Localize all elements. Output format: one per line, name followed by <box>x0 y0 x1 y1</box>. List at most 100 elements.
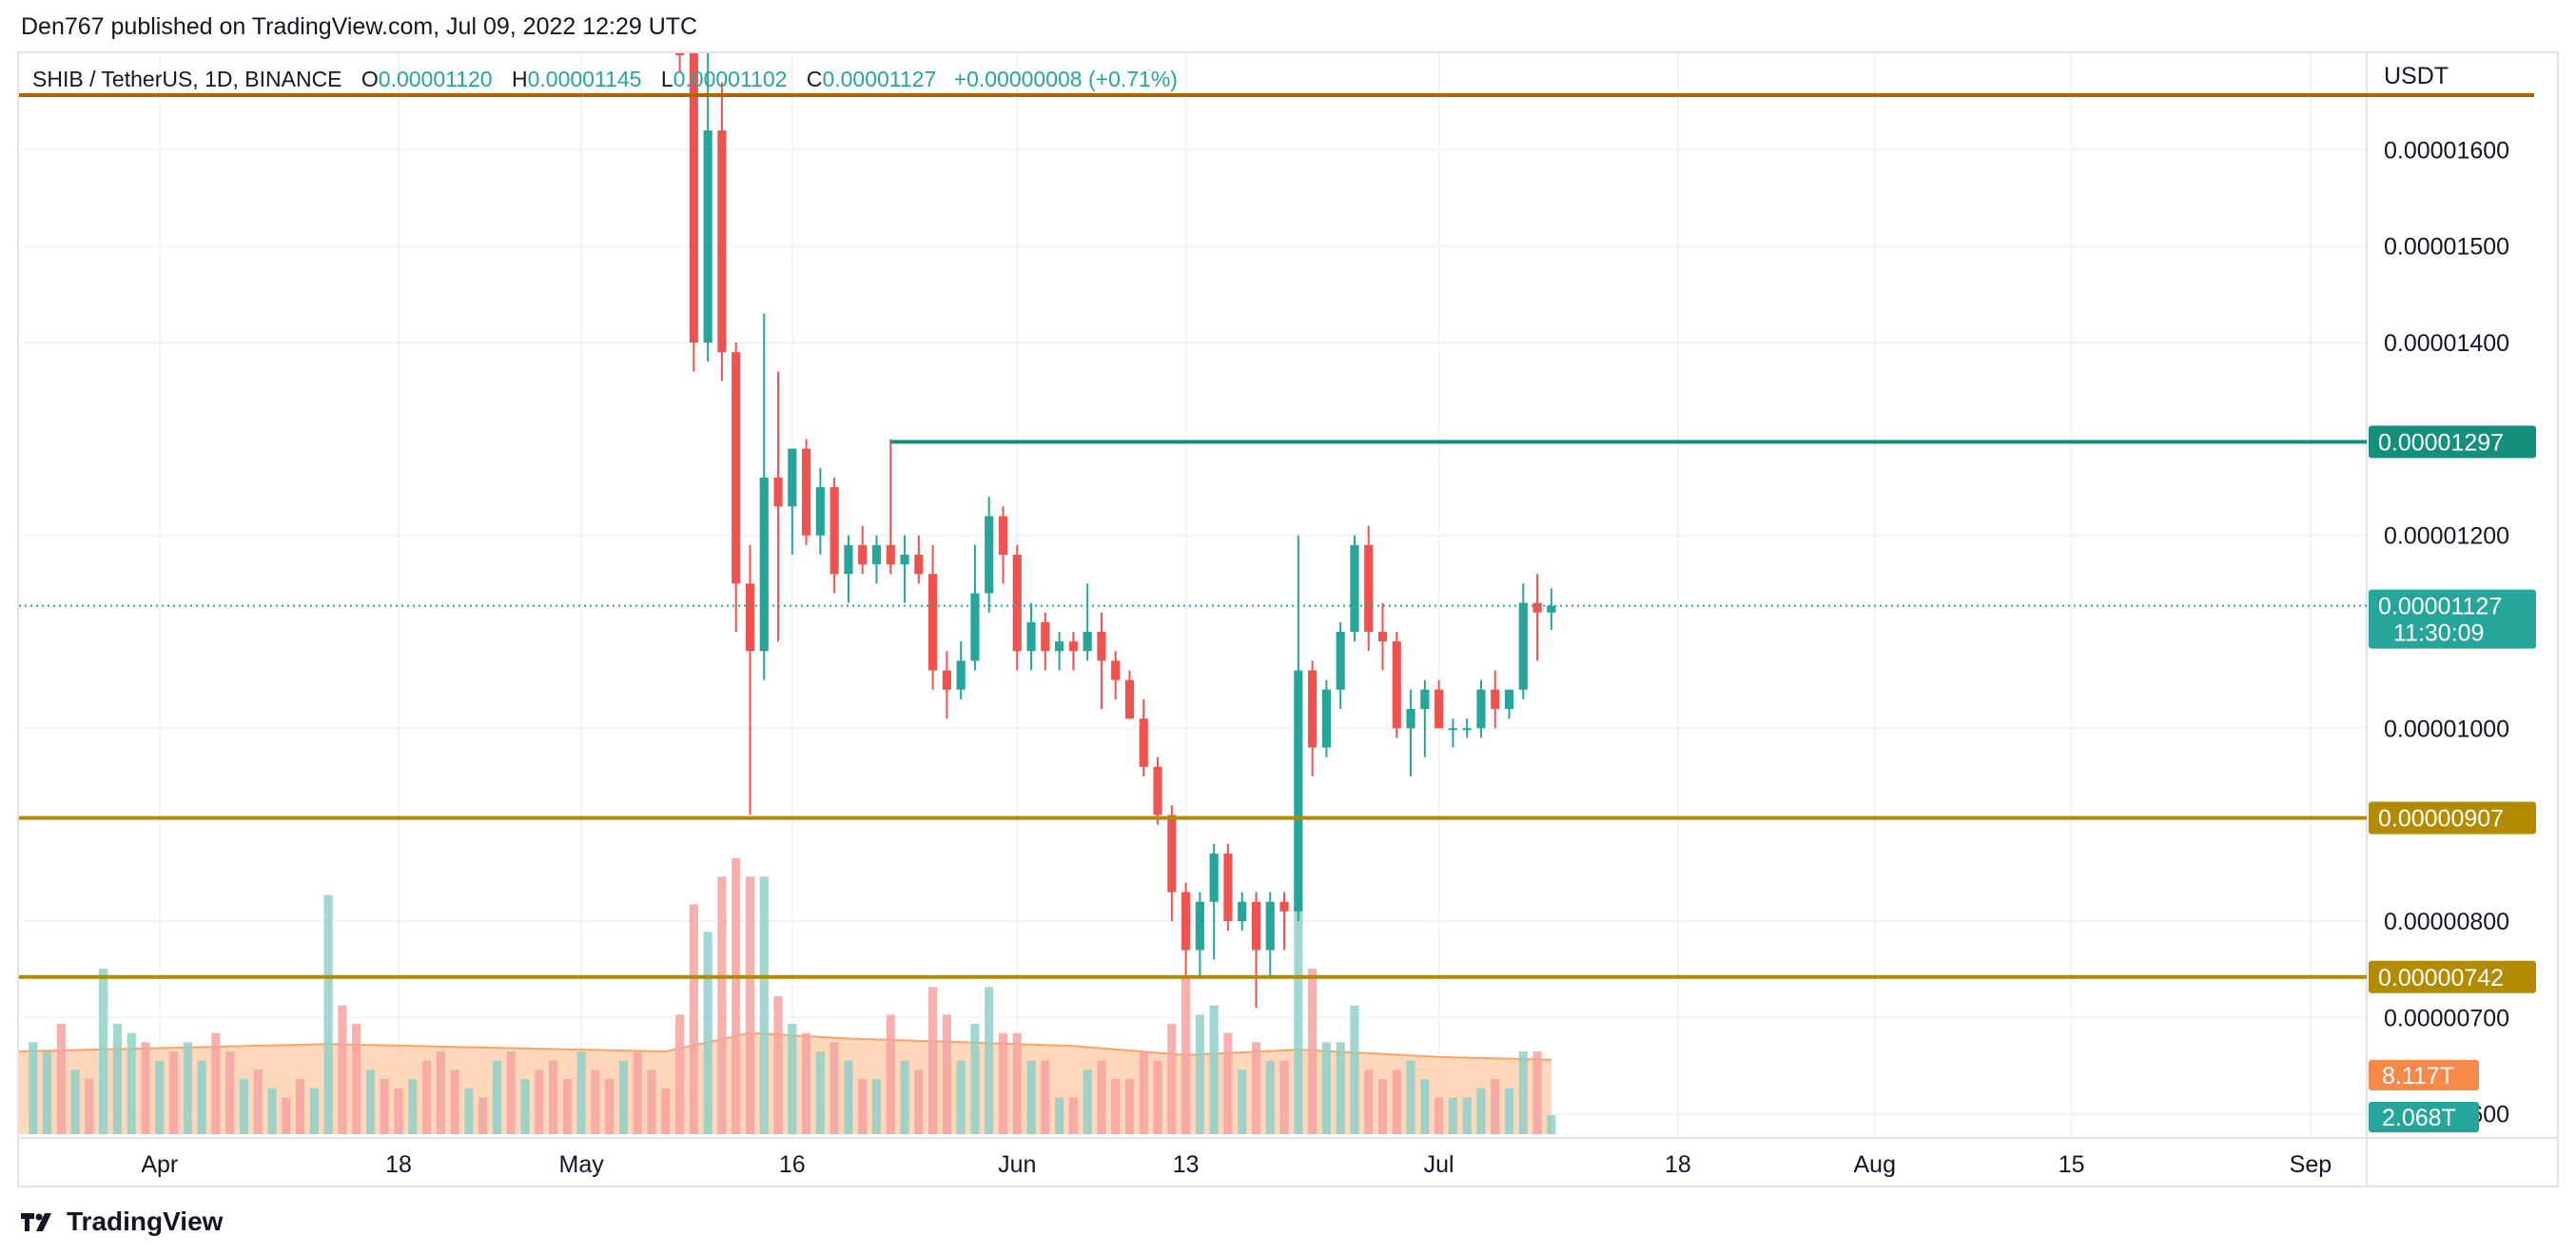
candle-body <box>1504 689 1514 710</box>
volume-ma-tag <box>2369 1060 2479 1090</box>
tradingview-brand: TradingView <box>67 1207 224 1236</box>
price-axis[interactable]: USDT 0.00001600 0.00001500 0.00001400 0.000… <box>2384 63 2509 1128</box>
volume-bar <box>661 1088 671 1134</box>
volume-bars <box>29 858 1556 1134</box>
candle-body <box>815 487 825 536</box>
candle-body <box>1518 602 1528 690</box>
low-label: L <box>660 67 673 91</box>
volume-bar <box>421 1060 432 1134</box>
volume-bar <box>1026 1060 1036 1134</box>
volume-last-tag-text: 2.068T <box>2382 1105 2456 1131</box>
candle-body <box>1308 670 1317 748</box>
volume-bar <box>1406 1060 1415 1134</box>
candle-body <box>759 477 769 652</box>
volume-bar <box>732 858 741 1134</box>
candle-body <box>1532 602 1542 613</box>
level-tag-text-support-2: 0.00000742 <box>2378 965 2504 991</box>
volume-bar <box>871 1079 882 1134</box>
volume-bar <box>773 996 783 1134</box>
candle-body <box>970 593 980 661</box>
volume-bar <box>618 1060 629 1134</box>
volume-bar <box>1308 969 1317 1134</box>
volume-bar <box>815 1051 825 1134</box>
candle-body <box>1350 544 1359 632</box>
volume-bar <box>520 1079 530 1134</box>
candle-body <box>886 544 895 565</box>
volume-bar <box>1139 1051 1148 1134</box>
volume-bar <box>1068 1097 1078 1134</box>
volume-bar <box>99 969 108 1134</box>
candle-body <box>1377 632 1388 642</box>
candle-body <box>1547 605 1556 613</box>
change-value: +0.00000008 (+0.71%) <box>953 67 1178 91</box>
symbol-label[interactable]: SHIB / TetherUS, 1D, BINANCE <box>32 67 342 91</box>
volume-bar <box>1195 1014 1204 1134</box>
volume-bar <box>802 1032 811 1134</box>
volume-bar <box>155 1060 165 1134</box>
candle-body <box>802 448 811 536</box>
volume-bar <box>562 1079 572 1134</box>
high-label: H <box>512 67 528 91</box>
ohlc-legend: SHIB / TetherUS, 1D, BINANCE O0.00001120… <box>32 67 1178 92</box>
volume-bar <box>1377 1079 1388 1134</box>
current-price-tag <box>2369 589 2536 649</box>
volume-bar <box>1504 1088 1514 1134</box>
candle-body <box>985 516 994 594</box>
volume-bar <box>1462 1097 1472 1134</box>
time-axis[interactable]: Apr 18 May 16 Jun 13 Jul 18 Aug 15 Sep <box>141 1151 2332 1178</box>
volume-bar <box>56 1024 66 1134</box>
volume-bar <box>267 1088 277 1134</box>
tradingview-logo[interactable]: TradingView <box>19 1207 223 1237</box>
candle-body <box>956 660 966 690</box>
volume-bar <box>253 1070 263 1134</box>
volume-bar <box>450 1070 459 1134</box>
volume-bar <box>478 1097 488 1134</box>
volume-bar <box>576 1051 586 1134</box>
volume-bar <box>1238 1070 1247 1134</box>
volume-bar <box>928 987 938 1134</box>
candle-body <box>942 670 951 690</box>
candle-body <box>1223 854 1233 921</box>
volume-bar <box>858 1079 868 1134</box>
volume-bar <box>168 1051 179 1134</box>
volume-bar <box>323 894 333 1134</box>
candle-body <box>689 53 698 343</box>
time-tick-label: 18 <box>385 1151 412 1178</box>
candle-body <box>1068 641 1078 652</box>
volume-bar <box>352 1024 361 1134</box>
horizontal-levels[interactable] <box>19 93 2534 979</box>
volume-bar <box>1547 1115 1556 1134</box>
candle-body <box>998 516 1008 555</box>
candle-body <box>1321 689 1331 748</box>
volume-bar <box>464 1088 474 1134</box>
candle-body <box>1041 621 1050 652</box>
volume-bar <box>605 1079 615 1134</box>
time-tick-label: Sep <box>2290 1151 2332 1178</box>
chart-frame <box>17 51 2559 1187</box>
volume-bar <box>436 1051 445 1134</box>
volume-bar <box>703 932 712 1134</box>
volume-bar <box>633 1051 642 1134</box>
volume-bar <box>998 1032 1008 1134</box>
level-tag-text-support-1: 0.00000907 <box>2378 806 2504 833</box>
candle-body <box>1406 709 1415 729</box>
candle-body <box>1195 901 1204 951</box>
time-tick-label: May <box>559 1151 605 1178</box>
volume-bar <box>70 1070 80 1134</box>
volume-bar <box>1321 1042 1331 1134</box>
candle-body <box>900 554 909 565</box>
volume-bar <box>1294 886 1303 1134</box>
volume-bar <box>239 1079 249 1134</box>
candle-body <box>1026 621 1036 652</box>
tradingview-logo-icon <box>21 1213 51 1231</box>
volume-bar <box>380 1079 389 1134</box>
volume-bar <box>1532 1051 1542 1134</box>
volume-bar <box>1448 1097 1457 1134</box>
volume-bar <box>42 1051 52 1134</box>
candles <box>675 53 1556 1009</box>
candle-body <box>1251 901 1261 951</box>
time-tick-label: Jul <box>1424 1151 1454 1178</box>
open-label: O <box>361 67 379 91</box>
high-value: 0.00001145 <box>527 67 642 91</box>
